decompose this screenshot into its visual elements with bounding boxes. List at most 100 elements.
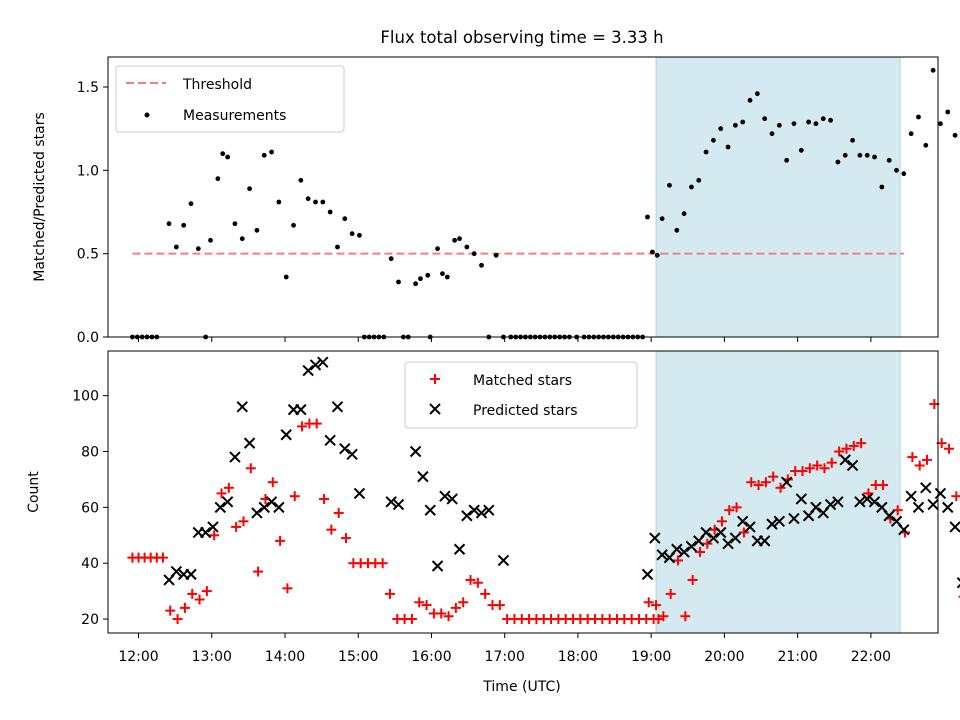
predicted-star-point [649, 532, 661, 544]
measurement-point [754, 91, 760, 97]
matched-star-point [812, 460, 823, 471]
matched-star-point [326, 524, 337, 535]
bottom-y-axis-label: Count [26, 471, 42, 513]
matched-star-point [680, 611, 691, 622]
predicted-star-point [439, 490, 451, 502]
matched-star-point [907, 452, 918, 463]
matched-star-point [179, 602, 190, 613]
measurement-point [703, 149, 709, 155]
y-tick-label: 1.5 [77, 80, 99, 96]
measurement-point [930, 67, 936, 73]
matched-star-point [341, 533, 352, 544]
top-legend-box [115, 65, 345, 133]
predicted-star-point [949, 521, 960, 533]
predicted-star-point [302, 364, 314, 377]
measurement-point [173, 244, 179, 250]
matched-star-point [848, 440, 859, 451]
x-tick-label: 18:00 [558, 649, 598, 665]
measurement-point [938, 121, 943, 127]
matched-star-point [231, 521, 242, 532]
matched-star-point [643, 597, 654, 608]
matched-star-point [494, 600, 505, 611]
bottom-axes-frame [107, 350, 939, 634]
x-tick-label: 22:00 [851, 649, 891, 665]
measurement-point [696, 177, 702, 183]
predicted-star-point [229, 451, 241, 463]
measurement-point [188, 201, 194, 207]
matched-star-point [443, 611, 454, 622]
measurement-point [732, 122, 738, 128]
top-y-axis-label: Matched/Predicted stars [32, 112, 48, 282]
measurement-point [784, 157, 790, 163]
measurement-point [220, 151, 226, 157]
measurement-point [452, 237, 458, 243]
top-panel: 0.0 0.5 1.0 1.5 Matched/Predicted stars Thr… [32, 56, 958, 346]
measurement-point [269, 149, 274, 155]
predicted-star-point [353, 487, 366, 500]
y-tick-label: 20 [81, 612, 99, 628]
measurement-point [320, 199, 326, 205]
x-tick-label: 15:00 [338, 649, 378, 665]
matched-star-point [892, 505, 903, 516]
bottom-highlight-span [655, 350, 901, 634]
measurement-point [349, 231, 355, 237]
matched-star-point [841, 443, 852, 454]
measurement-point [464, 244, 470, 250]
predicted-star-point [854, 496, 866, 508]
measurement-point [195, 246, 201, 252]
matched-star-point [319, 493, 330, 504]
matched-star-point [209, 530, 220, 541]
predicted-star-point [483, 504, 495, 516]
matched-star-point [768, 471, 779, 482]
matched-star-point [856, 438, 867, 449]
predicted-star-point [339, 443, 351, 455]
predicted-star-point [861, 493, 873, 505]
measurement-point [828, 117, 833, 123]
measurement-point [791, 121, 797, 127]
matched-star-point [194, 594, 205, 605]
top-x-ticks [138, 337, 872, 342]
matched-star-point [834, 446, 845, 457]
predicted-star-point [920, 482, 932, 494]
y-tick-label: 40 [81, 556, 99, 572]
matched-star-point [267, 477, 278, 488]
matched-star-point [414, 597, 425, 608]
measurement-point [208, 237, 213, 243]
bottom-panel: 20 40 60 80 100 12:00 13:00 14:00 15:00 16:00 17:… [26, 350, 960, 695]
predicted-star-point [722, 537, 734, 550]
legend-matched-marker [430, 374, 440, 384]
matched-star-point [458, 597, 469, 608]
measurement-point [291, 222, 296, 228]
measurement-point [166, 221, 172, 227]
matched-star-point [333, 507, 344, 518]
predicted-star-point [265, 496, 278, 508]
x-tick-label: 21:00 [777, 649, 817, 665]
matched-star-point [694, 547, 705, 558]
predicted-star-point [453, 543, 466, 555]
matched-star-point [819, 463, 830, 474]
predicted-star-point [736, 515, 749, 528]
predicted-star-point [417, 470, 429, 483]
measurement-point [886, 157, 892, 163]
predicted-star-point [317, 356, 329, 368]
measurement-point [335, 244, 340, 250]
measurement-point [908, 131, 914, 137]
bottom-points-layer [127, 356, 960, 625]
predicted-star-point [243, 437, 256, 449]
bottom-y-ticks: 20 40 60 80 100 [72, 389, 108, 628]
measurement-point [440, 271, 445, 277]
matched-star-point [797, 466, 808, 477]
predicted-star-point [912, 501, 925, 514]
matched-star-point [687, 574, 698, 585]
measurement-point [232, 221, 238, 227]
predicted-star-point [468, 504, 480, 516]
measurement-point [298, 177, 304, 183]
x-tick-label: 17:00 [485, 649, 525, 665]
measurement-point [435, 246, 440, 252]
x-tick-label: 16:00 [411, 649, 451, 665]
measurement-point [711, 137, 716, 143]
matched-star-point [172, 614, 183, 625]
matched-star-point [406, 614, 417, 625]
predicted-star-point [236, 401, 248, 413]
